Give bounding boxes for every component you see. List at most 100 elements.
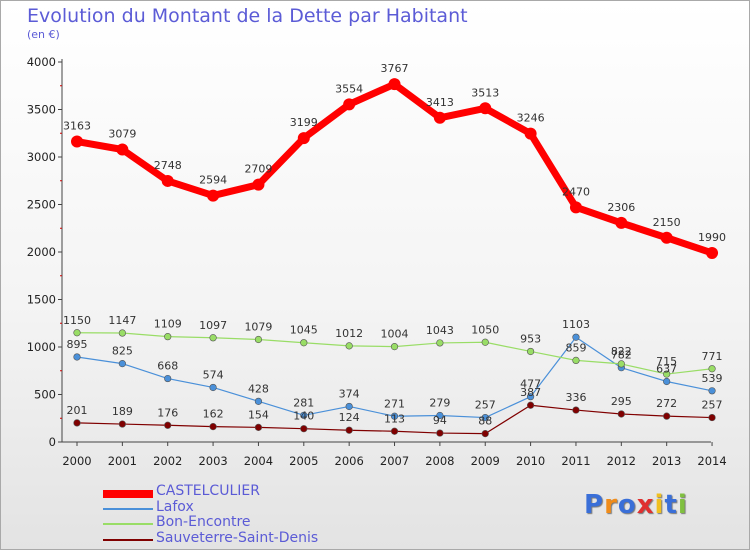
data-point <box>71 135 83 148</box>
data-point <box>663 377 671 386</box>
x-tick-label: 2011 <box>561 454 590 468</box>
logo-letter: P <box>584 490 605 520</box>
data-point <box>524 127 537 140</box>
data-point <box>572 333 580 341</box>
data-label: 1045 <box>290 324 318 337</box>
data-label: 295 <box>611 395 632 408</box>
data-point <box>73 419 81 427</box>
x-tick-label: 2001 <box>108 454 137 468</box>
y-tick-label: 2000 <box>27 245 56 259</box>
data-point <box>663 412 671 420</box>
data-label: 162 <box>203 408 224 421</box>
data-label: 3246 <box>517 112 545 125</box>
data-point <box>164 421 172 429</box>
data-label: 1150 <box>63 314 91 327</box>
x-tick-label: 2002 <box>153 454 182 468</box>
data-point <box>708 365 716 373</box>
data-label: 1012 <box>335 327 363 340</box>
data-label: 387 <box>520 386 541 399</box>
data-label: 1043 <box>426 324 454 337</box>
data-point <box>708 413 716 422</box>
data-point <box>481 413 489 422</box>
data-point <box>433 111 446 124</box>
data-label: 94 <box>433 414 447 427</box>
legend-swatch <box>103 523 153 525</box>
data-label: 2594 <box>199 174 227 187</box>
chart-title: Evolution du Montant de la Dette par Hab… <box>27 5 468 27</box>
data-label: 374 <box>339 387 360 400</box>
data-point <box>390 427 399 435</box>
data-point <box>569 201 582 214</box>
logo-letter: o <box>617 490 637 520</box>
data-label: 1050 <box>471 323 499 336</box>
legend-swatch <box>103 490 153 498</box>
data-point <box>388 78 401 91</box>
data-point <box>617 360 625 368</box>
logo-letter: i <box>677 490 688 520</box>
data-point <box>161 174 174 187</box>
data-label: 2748 <box>154 159 182 172</box>
data-label: 574 <box>203 368 224 381</box>
data-point <box>209 423 217 431</box>
data-label: 336 <box>565 391 586 404</box>
data-point <box>436 429 444 437</box>
line-chart: 0 500 1000 1500 2000 2500 3000 3500 4000 2000 2001… <box>27 55 727 468</box>
legend-swatch <box>103 538 153 541</box>
data-point <box>164 374 172 383</box>
y-tick-label: 0 <box>49 435 56 449</box>
data-point <box>345 342 353 350</box>
data-point <box>708 387 716 395</box>
data-label: 1097 <box>199 319 227 332</box>
x-tick-label: 2004 <box>244 454 273 468</box>
legend-swatch <box>103 507 153 510</box>
data-point <box>436 411 444 420</box>
data-label: 1079 <box>244 320 272 333</box>
data-label: 3413 <box>426 96 454 109</box>
data-label: 2306 <box>607 201 635 214</box>
data-point <box>526 401 535 409</box>
data-point <box>297 132 310 145</box>
x-tick-label: 2013 <box>652 454 681 468</box>
data-point <box>343 98 356 111</box>
data-label: 271 <box>384 397 405 410</box>
data-point <box>345 426 353 434</box>
data-label: 154 <box>248 408 269 421</box>
legend-label: Bon-Encontre <box>156 514 251 530</box>
data-point <box>254 423 263 431</box>
logo-letter: i <box>654 490 665 520</box>
data-point <box>300 425 308 433</box>
y-tick-label: 1500 <box>27 293 56 307</box>
data-label: 257 <box>475 399 496 412</box>
data-label: 281 <box>293 396 314 409</box>
x-tick-label: 2010 <box>516 454 545 468</box>
data-label: 1109 <box>154 318 182 331</box>
data-point <box>526 393 535 401</box>
proxiti-logo: Proxiti <box>584 490 688 520</box>
data-label: 477 <box>520 378 541 391</box>
data-point <box>209 334 217 342</box>
data-label: 1103 <box>562 318 590 331</box>
data-point <box>436 339 444 347</box>
data-label: 715 <box>656 355 677 368</box>
data-label: 3767 <box>381 62 409 75</box>
data-point <box>526 347 535 356</box>
data-label: 782 <box>611 349 632 362</box>
data-point <box>300 339 308 347</box>
legend-label: CASTELCULIER <box>156 483 260 499</box>
data-label: 825 <box>112 345 133 358</box>
data-point <box>479 102 492 115</box>
data-label: 428 <box>248 382 269 395</box>
data-label: 1004 <box>381 328 409 341</box>
data-label: 3554 <box>335 82 363 95</box>
data-point <box>390 343 399 351</box>
data-point <box>663 370 671 378</box>
data-label: 2150 <box>653 216 681 229</box>
data-label: 2709 <box>244 163 272 176</box>
x-tick-label: 2008 <box>425 454 454 468</box>
data-point <box>615 216 628 229</box>
data-point <box>207 189 220 202</box>
data-point <box>254 335 263 344</box>
logo-letter: t <box>664 490 678 520</box>
y-tick-label: 500 <box>34 388 56 402</box>
data-label: 1147 <box>108 314 136 327</box>
